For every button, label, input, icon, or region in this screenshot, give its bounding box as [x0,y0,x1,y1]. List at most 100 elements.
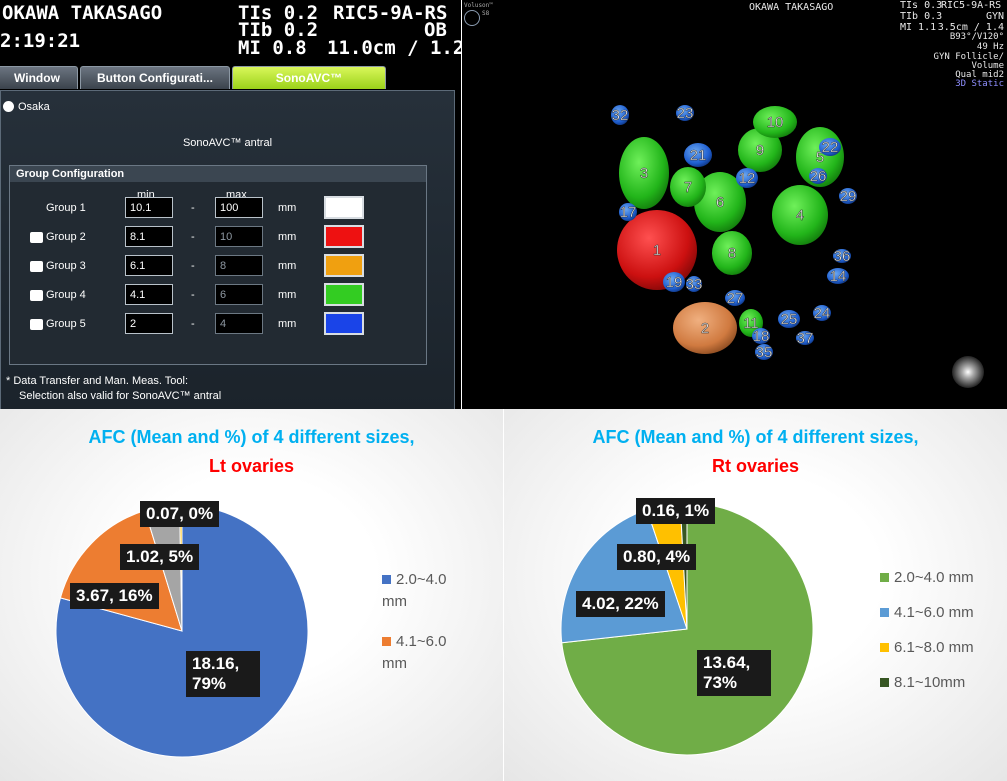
legend-label: 4.1~6.0 mm [382,633,447,672]
legend-swatch [382,575,391,584]
legend-item: 6.1~8.0 mm [880,639,974,656]
group-max-input[interactable]: 6 [215,284,263,305]
tab-window[interactable]: Window [0,66,78,89]
follicle-shape [753,106,797,138]
follicle-3: 3 [619,137,669,209]
legend-swatch [880,608,889,617]
follicle-shape [694,172,746,232]
render-angle: B93°/V120° [949,32,1004,42]
group-configuration-box: Group Configuration min max Group 1 10.1-… [9,165,427,365]
render-preset: GYN [985,11,1004,22]
group-min-input[interactable]: 8.1 [125,226,173,247]
follicle-14: 14 [827,268,849,285]
legend-swatch [880,678,889,687]
group-min-input[interactable]: 2 [125,313,173,334]
unit-label: mm [278,289,297,301]
render-orientation-orb[interactable] [952,356,984,388]
render-operator: OKAWA TAKASAGO [749,2,834,13]
group-min-input[interactable]: 10.1 [125,197,173,218]
tab-button-configuration[interactable]: Button Configurati... [80,66,230,89]
follicle-shape [736,168,758,188]
follicle-shape [809,168,827,184]
group-color-swatch[interactable] [324,254,364,277]
render-view-mode: 3D Static [955,79,1004,89]
osaka-radio[interactable] [3,101,14,112]
chart-subtitle: Rt ovaries [711,456,800,476]
operator-name: OKAWA TAKASAGO [2,2,163,24]
note-line-1: * Data Transfer and Man. Meas. Tool: [6,375,188,387]
follicle-shape [813,305,831,321]
settings-tabs: Window Button Configurati... SonoAVC™ [0,64,461,90]
range-dash: - [191,318,195,330]
render-frequency: 49 Hz [976,42,1004,52]
render-tib: TIb 0.3 [900,11,943,22]
legend-label: 6.1~8.0 mm [894,639,974,656]
follicle-22: 22 [819,138,841,156]
follicle-label: 26 [810,168,827,185]
follicle-label: 6 [716,194,724,211]
follicle-label: 17 [620,204,637,221]
follicle-3d-render: Voluson™ S8 OKAWA TAKASAGO TIs 0.3 TIb 0… [462,0,1007,409]
render-quality: Qual mid2 [955,70,1004,80]
follicle-label: 25 [781,311,798,328]
legend-label: 2.0~4.0 mm [894,569,974,586]
lt-ovaries-chart: AFC (Mean and %) of 4 different sizes, L… [0,409,503,781]
group-label: Group 4 [46,289,86,301]
follicle-27: 27 [725,290,745,307]
follicle-label: 18 [753,328,770,345]
follicle-24: 24 [813,305,831,322]
data-label: 1.02, 5% [120,544,200,570]
follicle-shape [827,268,849,284]
group-checkbox[interactable] [30,232,43,243]
tib-readout: TIb 0.2 [238,19,319,41]
chart-subtitle: Lt ovaries [208,456,295,476]
tab-sonoavc[interactable]: SonoAVC™ [232,66,386,89]
group-checkbox[interactable] [30,261,43,272]
group-checkbox[interactable] [30,290,43,301]
follicle-shape [839,188,857,204]
follicle-shape [738,128,782,172]
follicle-shape [833,249,851,263]
follicle-label: 12 [739,170,756,187]
follicle-shape [611,105,629,125]
data-label: 18.16, 79% [186,651,260,697]
follicle-shape [663,272,685,292]
group-min-input[interactable]: 4.1 [125,284,173,305]
preset-name: OB [424,19,447,41]
group-color-swatch[interactable] [324,283,364,306]
group-max-input[interactable]: 10 [215,226,263,247]
follicle-37: 37 [796,330,814,347]
follicle-label: 23 [677,105,694,122]
follicle-10: 10 [753,106,797,138]
section-title: SonoAVC™ antral [182,137,273,149]
follicle-shape [752,328,770,344]
group-max-input[interactable]: 100 [215,197,263,218]
group-color-swatch[interactable] [324,312,364,335]
group-color-swatch[interactable] [324,225,364,248]
legend-label: 2.0~4.0 mm [382,571,447,610]
group-min-input[interactable]: 6.1 [125,255,173,276]
follicle-label: 9 [756,142,764,159]
unit-label: mm [278,260,297,272]
data-label: 13.64, 73% [697,650,771,696]
group-max-input[interactable]: 8 [215,255,263,276]
data-label: 3.67, 16% [70,583,159,609]
follicle-label: 32 [612,107,629,124]
follicle-6: 6 [694,172,746,232]
clock: 2:19:21 [0,30,81,52]
group-label: Group 2 [46,231,86,243]
tis-readout: TIs 0.2 [238,2,319,24]
follicle-label: 3 [640,165,648,182]
note-line-2: Selection also valid for SonoAVC™ antral [19,390,222,402]
follicle-shape [686,276,702,292]
render-mode-1: GYN Follicle/ [933,52,1004,62]
legend-swatch [880,643,889,652]
group-label: Group 5 [46,318,86,330]
group-checkbox[interactable] [30,319,43,330]
follicle-8: 8 [712,231,752,275]
follicle-label: 11 [743,315,759,332]
group-max-input[interactable]: 4 [215,313,263,334]
follicle-25: 25 [778,310,800,328]
follicle-shape [670,167,706,207]
group-color-swatch[interactable] [324,196,364,219]
